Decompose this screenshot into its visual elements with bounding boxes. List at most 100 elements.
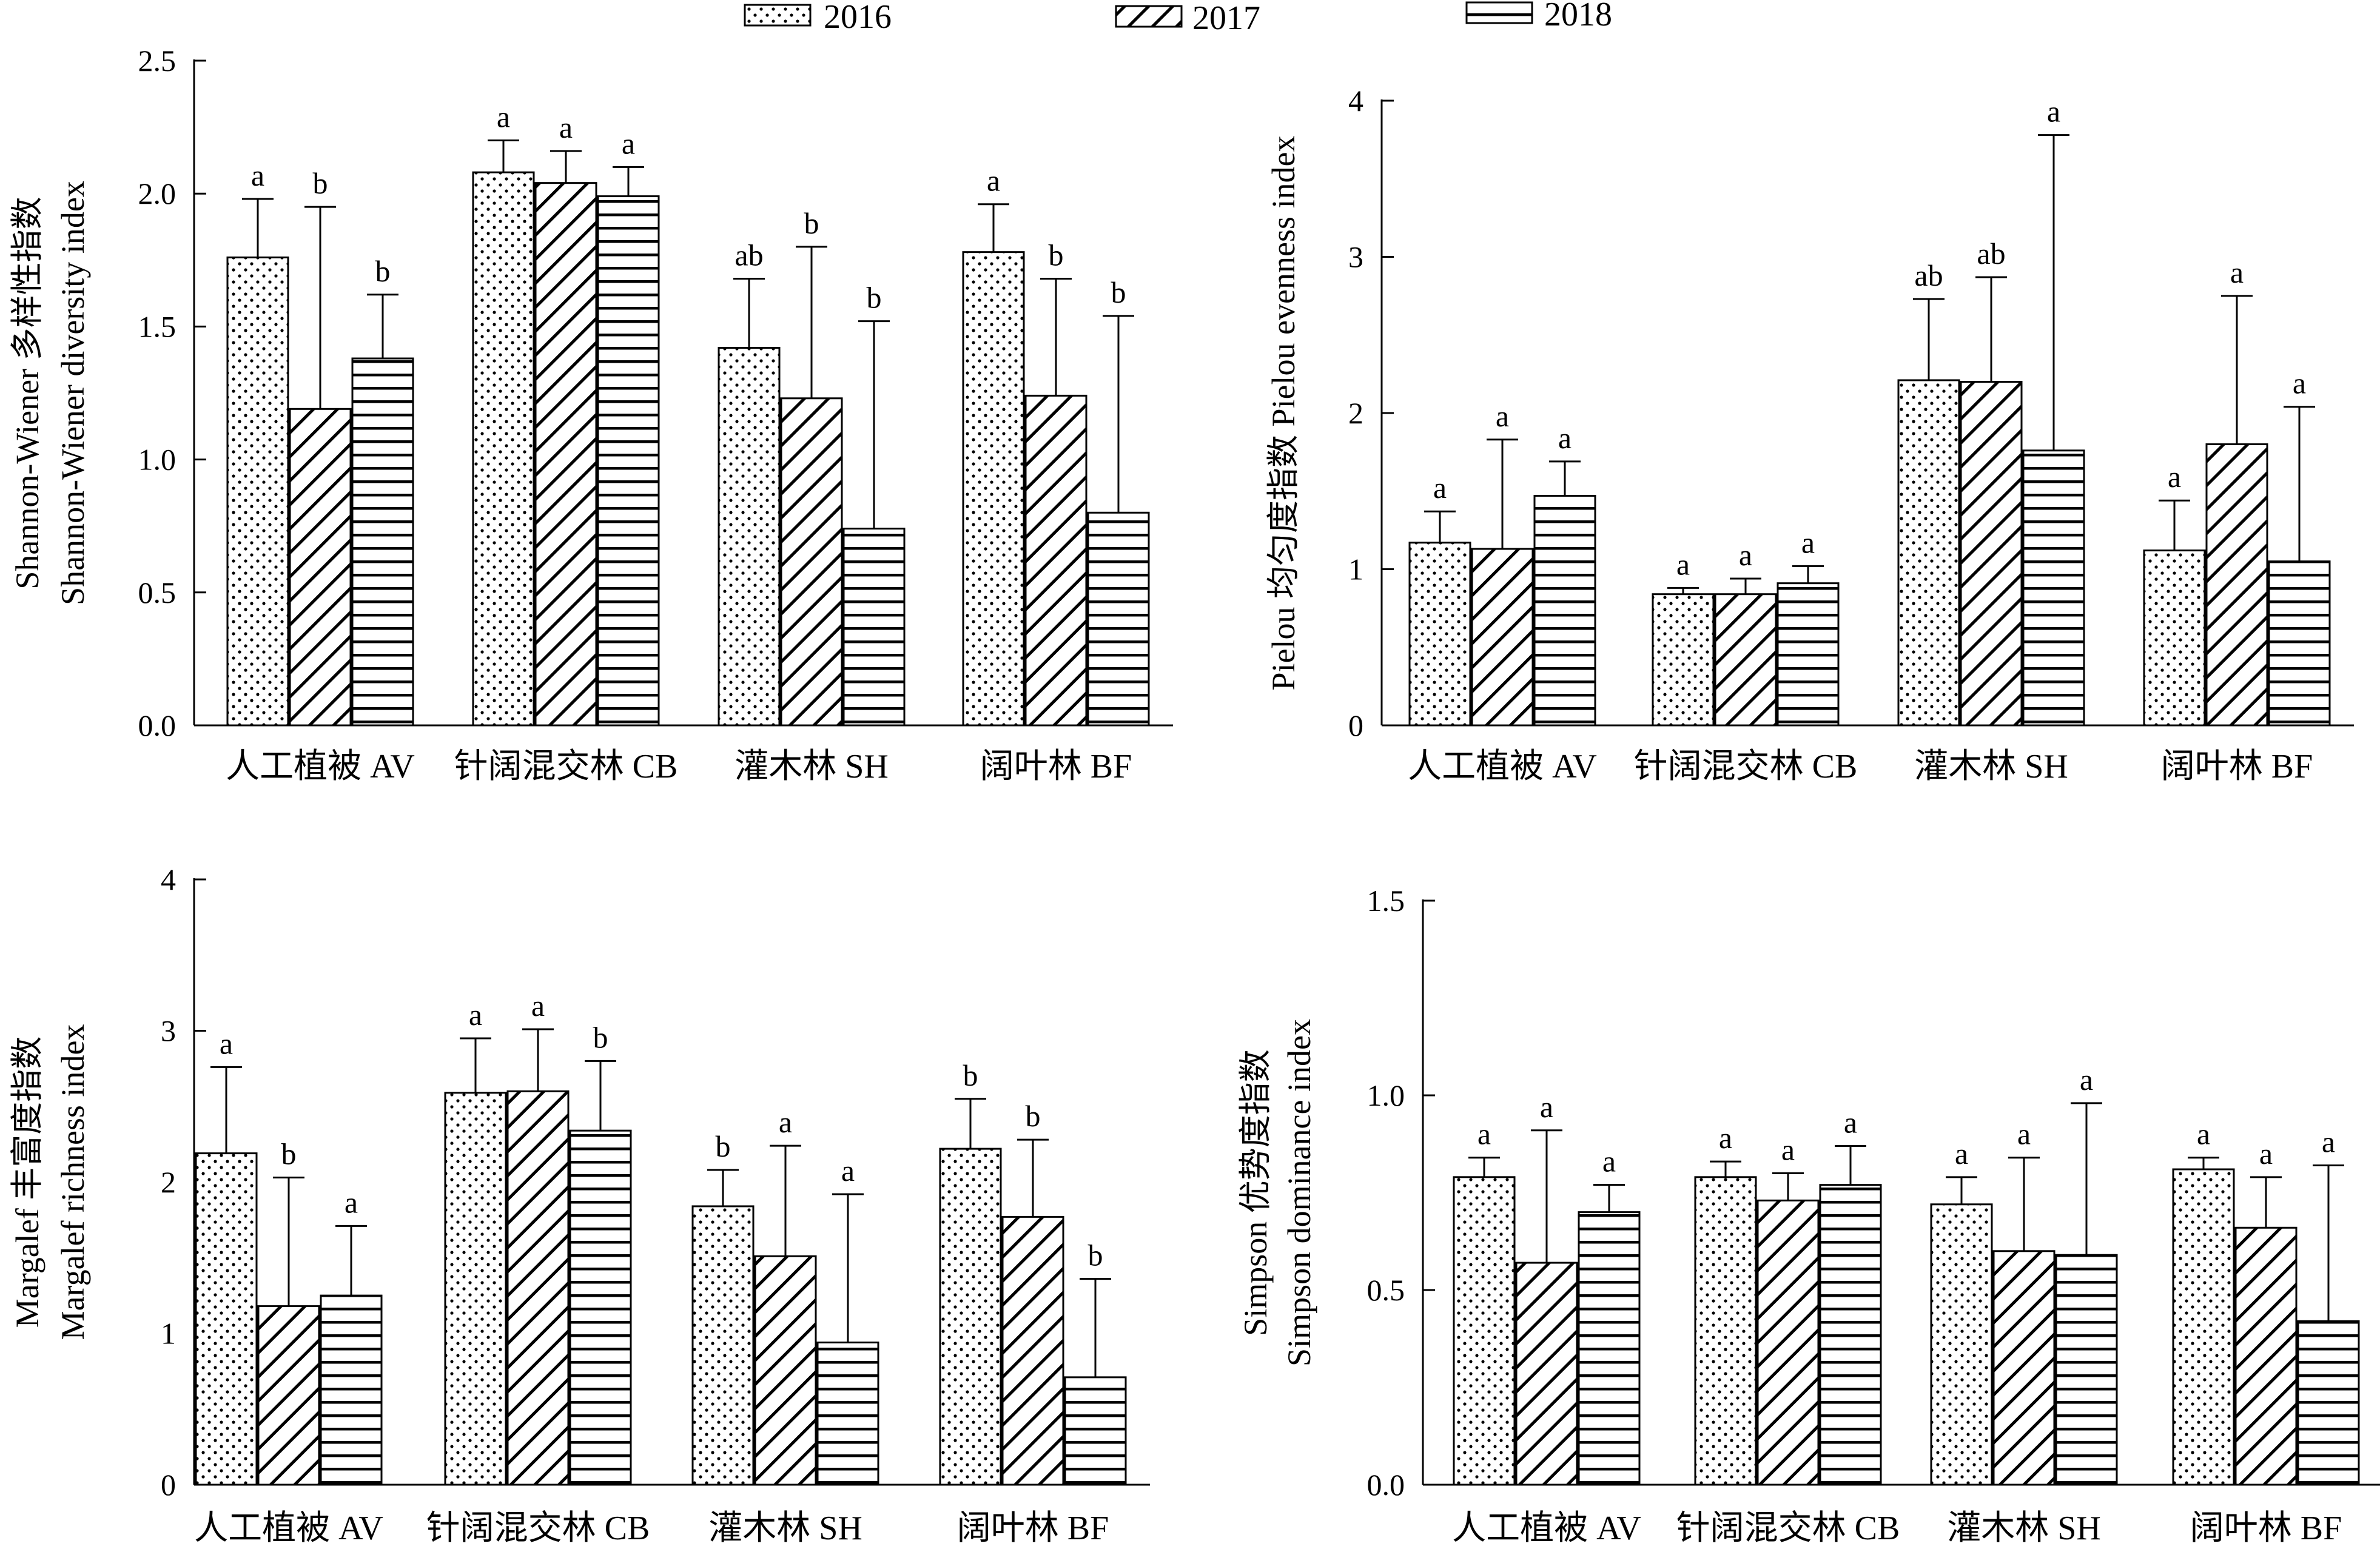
category-label: 针阔混交林 CB: [426, 1510, 650, 1547]
bar-2016: [2143, 549, 2206, 727]
y-tick-label: 2.0: [138, 176, 176, 210]
category-label: 人工植被 AV: [1452, 1510, 1641, 1547]
y-tick-label: 2.5: [138, 44, 176, 78]
significance-letter: b: [281, 1137, 297, 1171]
significance-letter: a: [2047, 95, 2060, 129]
y-axis-title: Shannon-Wiener diversity index: [55, 181, 91, 605]
margalef-panel: 0 1 2 3 4 Margalef 丰富度指数 Margalef richness ind…: [9, 862, 1150, 1547]
significance-letter: b: [1026, 1099, 1041, 1133]
bar-2017: [1756, 1199, 1820, 1486]
y-tick-label: 2: [1348, 396, 1363, 430]
significance-letter: a: [1496, 399, 1509, 433]
bar-2017: [534, 182, 597, 727]
category-label: 人工植被 AV: [194, 1510, 383, 1547]
bar-2016: [1694, 1176, 1757, 1486]
significance-letter: a: [1781, 1132, 1795, 1166]
significance-letter: a: [497, 100, 510, 134]
significance-letter: a: [1433, 471, 1447, 505]
bar-2016: [472, 171, 535, 727]
bar-2016: [1930, 1203, 1993, 1486]
significance-letter: b: [313, 166, 328, 200]
y-axis-title: Simpson dominance index: [1281, 1019, 1317, 1366]
legend-label-2017: 2017: [1192, 0, 1260, 37]
category-label: 人工植被 AV: [226, 748, 415, 785]
legend-swatch-2018: [1465, 1, 1533, 24]
bar-2016: [939, 1147, 1002, 1486]
significance-letter: a: [1558, 421, 1572, 455]
significance-letter: ab: [1914, 258, 1943, 292]
bar-2018: [2268, 560, 2331, 727]
significance-letter: a: [2168, 460, 2181, 494]
significance-letter: a: [987, 164, 1000, 198]
y-tick-label: 0: [1348, 708, 1363, 742]
significance-letter: b: [1111, 275, 1126, 309]
significance-letter: a: [1602, 1144, 1616, 1178]
significance-letter: a: [2017, 1117, 2031, 1151]
bar-2017: [1001, 1215, 1064, 1486]
bar-2016: [691, 1205, 755, 1486]
significance-letter: a: [779, 1105, 792, 1139]
bar-2018: [816, 1341, 879, 1486]
bar-2016: [2172, 1168, 2235, 1486]
bar-2018: [2055, 1254, 2118, 1486]
y-axis-title: Margalef richness index: [55, 1024, 91, 1340]
significance-letter: ab: [1977, 237, 2005, 270]
category-label: 灌木林 SH: [1914, 748, 2068, 785]
bar-2018: [2022, 449, 2085, 727]
significance-letter: a: [2259, 1137, 2273, 1171]
significance-letter: a: [1955, 1137, 1968, 1171]
category-label: 灌木林 SH: [735, 748, 889, 785]
bar-2018: [842, 528, 906, 727]
bar-2017: [1992, 1250, 2056, 1486]
category-label: 针阔混交林 CB: [1634, 748, 1858, 785]
bar-2017: [2205, 443, 2268, 727]
legend-swatch-2016: [744, 4, 812, 27]
bar-2018: [1064, 1376, 1127, 1486]
legend-item-2018: 2018: [1465, 0, 1612, 33]
bar-2016: [1453, 1176, 1516, 1486]
significance-letter: b: [963, 1058, 978, 1092]
significance-letter: ab: [735, 238, 763, 272]
significance-letter: a: [220, 1026, 233, 1060]
bar-2017: [1024, 394, 1087, 727]
y-tick-label: 3: [161, 1014, 176, 1048]
y-tick-label: 0.0: [1367, 1468, 1405, 1502]
significance-letter: b: [867, 281, 882, 315]
y-tick-label: 1.5: [138, 309, 176, 343]
bar-2018: [569, 1129, 632, 1486]
significance-letter: b: [804, 206, 819, 240]
bar-2017: [1960, 381, 2023, 727]
bar-2018: [2297, 1320, 2360, 1486]
significance-letter: a: [1739, 538, 1752, 572]
bar-2017: [1714, 593, 1777, 727]
y-axis-title: Pielou 均匀度指数 Pielou evenness index: [1265, 136, 1302, 691]
y-tick-label: 1: [161, 1317, 176, 1351]
significance-letter: a: [2293, 366, 2306, 400]
bar-2017: [754, 1255, 817, 1486]
bar-2018: [1777, 582, 1840, 727]
y-axis-title: Simpson 优势度指数: [1237, 1049, 1274, 1336]
significance-letter: a: [2230, 255, 2244, 289]
bar-2017: [257, 1305, 320, 1486]
category-label: 阔叶林 BF: [2161, 748, 2313, 785]
bar-2017: [506, 1090, 570, 1486]
y-tick-label: 1: [1348, 553, 1363, 586]
category-label: 针阔混交林 CB: [454, 748, 678, 785]
significance-letter: a: [1801, 525, 1815, 559]
significance-letter: b: [375, 254, 391, 288]
bar-2017: [289, 408, 352, 727]
simpson-panel: 0.0 0.5 1.0 1.5 Simpson 优势度指数 Simpson dominan…: [1237, 884, 2380, 1547]
y-tick-label: 1.0: [138, 443, 176, 477]
significance-letter: a: [2197, 1117, 2210, 1151]
bar-2018: [1578, 1211, 1641, 1486]
y-tick-label: 0.5: [138, 576, 176, 610]
y-tick-label: 1.0: [1367, 1078, 1405, 1112]
bar-2016: [1897, 379, 1960, 727]
significance-letter: a: [622, 126, 635, 160]
significance-letter: a: [559, 110, 573, 144]
y-tick-label: 0.0: [138, 708, 176, 742]
significance-letter: a: [251, 158, 264, 192]
bar-2016: [444, 1092, 507, 1486]
y-tick-label: 3: [1348, 240, 1363, 274]
